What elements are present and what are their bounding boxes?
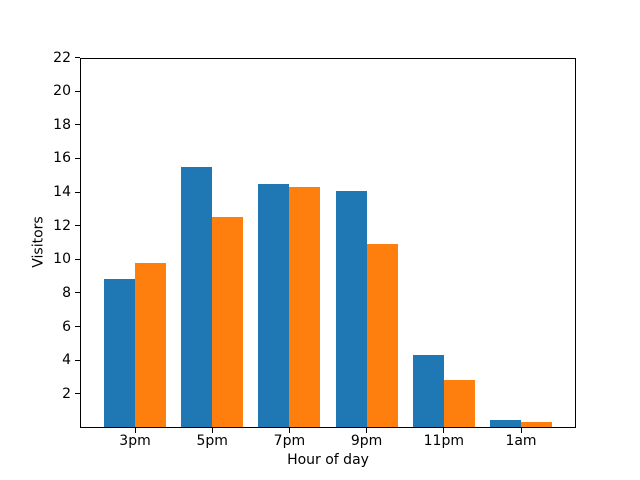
x-tick-mark-1am bbox=[520, 427, 522, 433]
bar-11pm-series-2 bbox=[443, 379, 475, 427]
y-tick-label-16: 16 bbox=[53, 150, 71, 167]
bar-5pm-series-1 bbox=[181, 167, 213, 427]
y-tick-mark-6 bbox=[75, 326, 80, 328]
plot-area bbox=[80, 57, 576, 428]
y-tick-label-6: 6 bbox=[62, 318, 71, 335]
x-tick-mark-11pm bbox=[443, 427, 445, 433]
y-tick-mark-4 bbox=[75, 359, 80, 361]
x-tick-label-1am: 1am bbox=[505, 433, 537, 449]
y-tick-label-14: 14 bbox=[53, 184, 71, 201]
x-tick-mark-7pm bbox=[288, 427, 290, 433]
x-tick-mark-5pm bbox=[211, 427, 213, 433]
y-tick-label-12: 12 bbox=[53, 217, 71, 234]
x-tick-label-7pm: 7pm bbox=[273, 433, 306, 449]
y-tick-label-22: 22 bbox=[53, 49, 71, 66]
bar-1am-series-1 bbox=[490, 419, 521, 427]
y-tick-label-10: 10 bbox=[53, 251, 71, 268]
bar-3pm-series-1 bbox=[104, 279, 135, 427]
y-tick-mark-16 bbox=[75, 157, 80, 159]
bar-5pm-series-2 bbox=[212, 217, 244, 427]
y-tick-label-20: 20 bbox=[53, 83, 71, 100]
y-tick-label-4: 4 bbox=[62, 352, 71, 369]
y-tick-mark-20 bbox=[75, 90, 80, 92]
y-tick-mark-22 bbox=[75, 57, 80, 58]
y-tick-mark-8 bbox=[75, 292, 80, 294]
y-tick-label-18: 18 bbox=[53, 116, 71, 133]
bar-9pm-series-1 bbox=[335, 190, 367, 427]
y-tick-mark-14 bbox=[75, 191, 80, 193]
y-tick-label-2: 2 bbox=[62, 385, 71, 402]
x-tick-label-3pm: 3pm bbox=[119, 433, 151, 449]
y-tick-mark-2 bbox=[75, 393, 80, 395]
x-tick-label-5pm: 5pm bbox=[196, 433, 228, 449]
y-tick-mark-12 bbox=[75, 225, 80, 227]
x-tick-mark-3pm bbox=[134, 427, 136, 433]
y-tick-mark-18 bbox=[75, 124, 80, 126]
bar-11pm-series-1 bbox=[412, 354, 444, 427]
x-tick-mark-9pm bbox=[366, 427, 368, 433]
bar-1am-series-2 bbox=[521, 421, 552, 427]
y-tick-label-8: 8 bbox=[62, 284, 71, 301]
bar-3pm-series-2 bbox=[135, 262, 166, 427]
bar-7pm-series-1 bbox=[258, 184, 290, 427]
x-tick-label-11pm: 11pm bbox=[423, 433, 464, 449]
y-tick-mark-10 bbox=[75, 258, 80, 260]
x-axis-label: Hour of day bbox=[287, 452, 369, 468]
x-tick-label-9pm: 9pm bbox=[350, 433, 383, 449]
bar-9pm-series-2 bbox=[366, 244, 398, 427]
bar-7pm-series-2 bbox=[289, 187, 321, 427]
